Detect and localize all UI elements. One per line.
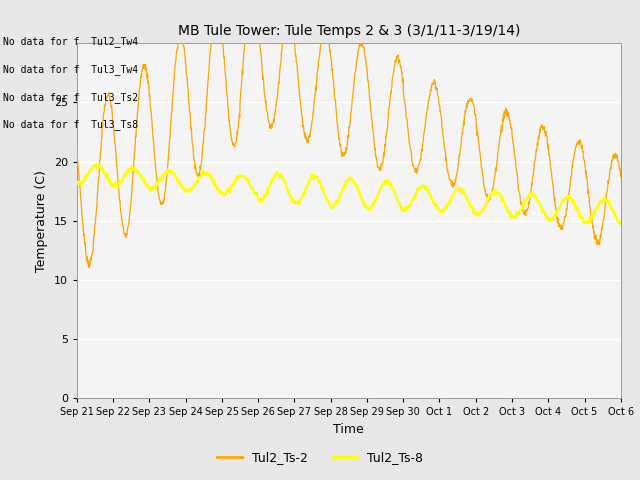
Text: No data for f  Tul3_Ts2: No data for f Tul3_Ts2 [3, 92, 138, 103]
Text: No data for f  Tul2_Tw4: No data for f Tul2_Tw4 [3, 36, 138, 47]
Legend: Tul2_Ts-2, Tul2_Ts-8: Tul2_Ts-2, Tul2_Ts-8 [212, 446, 428, 469]
Title: MB Tule Tower: Tule Temps 2 & 3 (3/1/11-3/19/14): MB Tule Tower: Tule Temps 2 & 3 (3/1/11-… [178, 24, 520, 38]
Text: No data for f  Tul3_Tw4: No data for f Tul3_Tw4 [3, 64, 138, 75]
Text: No data for f  Tul3_Ts8: No data for f Tul3_Ts8 [3, 120, 138, 131]
Bar [77, 43, 621, 398]
Y-axis label: Temperature (C): Temperature (C) [35, 170, 48, 272]
X-axis label: Time: Time [333, 423, 364, 436]
